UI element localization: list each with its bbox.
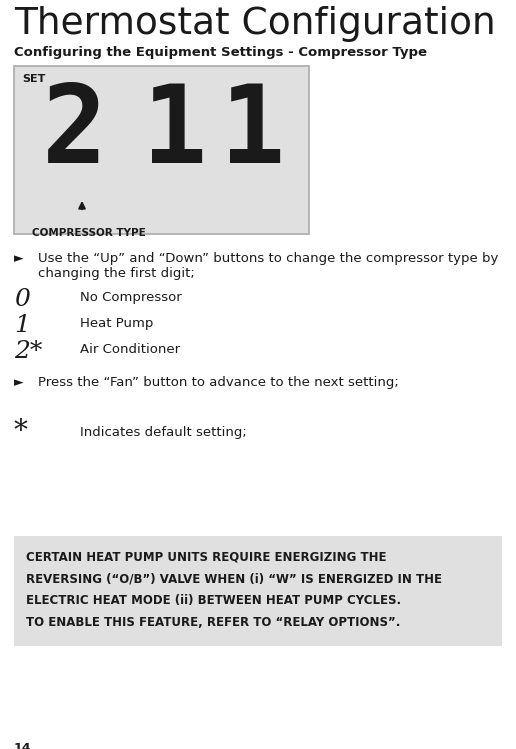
Text: ►: ► [14, 376, 24, 389]
Text: REVERSING (“O/B”) VALVE WHEN (i) “W” IS ENERGIZED IN THE: REVERSING (“O/B”) VALVE WHEN (i) “W” IS … [26, 572, 442, 585]
Text: ELECTRIC HEAT MODE (ii) BETWEEN HEAT PUMP CYCLES.: ELECTRIC HEAT MODE (ii) BETWEEN HEAT PUM… [26, 594, 401, 607]
Text: Indicates default setting;: Indicates default setting; [80, 426, 247, 439]
Text: Heat Pump: Heat Pump [80, 317, 153, 330]
Text: 2: 2 [42, 80, 107, 186]
Bar [14, 66, 309, 234]
Text: 1: 1 [14, 314, 30, 337]
Text: 2*: 2* [14, 340, 42, 363]
Bar [14, 536, 502, 646]
Text: 1: 1 [220, 80, 285, 186]
Text: Configuring the Equipment Settings - Compressor Type: Configuring the Equipment Settings - Com… [14, 46, 427, 59]
Text: SET: SET [22, 74, 45, 84]
Text: CERTAIN HEAT PUMP UNITS REQUIRE ENERGIZING THE: CERTAIN HEAT PUMP UNITS REQUIRE ENERGIZI… [26, 550, 386, 563]
Text: 0: 0 [14, 288, 30, 311]
Text: TO ENABLE THIS FEATURE, REFER TO “RELAY OPTIONS”.: TO ENABLE THIS FEATURE, REFER TO “RELAY … [26, 616, 400, 629]
Text: No Compressor: No Compressor [80, 291, 182, 304]
Text: changing the first digit;: changing the first digit; [38, 267, 195, 280]
Text: Thermostat Configuration: Thermostat Configuration [14, 6, 496, 42]
Text: Use the “Up” and “Down” buttons to change the compressor type by: Use the “Up” and “Down” buttons to chang… [38, 252, 498, 265]
Text: Air Conditioner: Air Conditioner [80, 343, 180, 356]
Text: 14: 14 [14, 742, 31, 749]
Text: *: * [14, 418, 28, 445]
Text: ►: ► [14, 252, 24, 265]
Text: 1: 1 [142, 80, 207, 186]
Text: Press the “Fan” button to advance to the next setting;: Press the “Fan” button to advance to the… [38, 376, 399, 389]
Text: COMPRESSOR TYPE: COMPRESSOR TYPE [32, 228, 146, 238]
